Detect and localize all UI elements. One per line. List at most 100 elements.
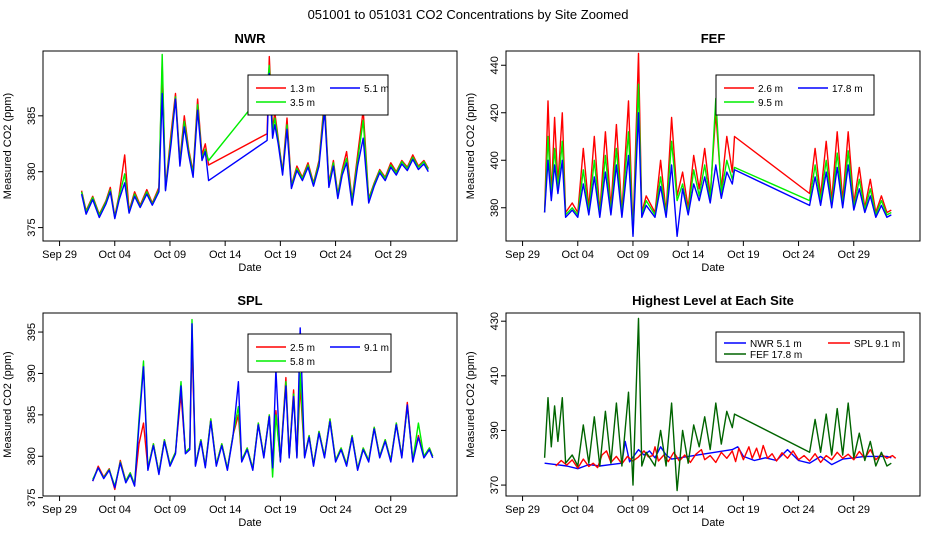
y-tick-label: 370 — [489, 476, 501, 494]
x-tick-label: Oct 04 — [99, 504, 131, 516]
x-tick-label: Oct 04 — [99, 249, 131, 261]
x-axis: Sep 29 Oct 04 Oct 09 Oct 14 Oct 19 Oct 24 Oct … — [505, 241, 870, 261]
x-tick-label: Sep 29 — [42, 504, 77, 516]
x-tick-label: Oct 19 — [727, 249, 759, 261]
x-tick-label: Oct 09 — [154, 504, 186, 516]
series-line-9-1-m — [92, 323, 434, 489]
y-tick-label: 410 — [489, 367, 501, 385]
x-tick-label: Oct 29 — [838, 504, 870, 516]
legend: 1.3 m 5.1 m 3.5 m — [247, 74, 389, 116]
x-axis-label: Date — [701, 262, 724, 274]
legend-box — [715, 331, 905, 363]
x-tick-label: Oct 19 — [727, 504, 759, 516]
x-tick-label: Oct 24 — [319, 504, 351, 516]
x-tick-label: Oct 09 — [617, 249, 649, 261]
y-tick-label: 400 — [489, 151, 501, 169]
legend-label: 2.6 m — [758, 84, 783, 95]
y-tick-label: 390 — [26, 364, 38, 382]
legend-label: 5.1 m — [364, 84, 389, 95]
y-tick-label: 395 — [26, 323, 38, 341]
x-tick-label: Oct 19 — [264, 249, 296, 261]
y-tick-label: 380 — [26, 447, 38, 465]
legend-label: 9.1 m — [364, 343, 389, 354]
legend-label: 9.5 m — [758, 98, 783, 109]
y-tick-label: 375 — [26, 488, 38, 506]
x-axis: Sep 29 Oct 04 Oct 09 Oct 14 Oct 19 Oct 24 Oct … — [42, 496, 407, 516]
chart-panel-4: Highest Level at Each Site Sep 29 Oct 04 Oc… — [465, 293, 921, 529]
chart-panel-3: SPL Sep 29 Oct 04 Oct 09 Oct 14 Oct 19 Oct 24 O… — [2, 293, 458, 529]
y-axis-label: Measured CO2 (ppm) — [2, 93, 14, 199]
legend-label: 17.8 m — [832, 84, 863, 95]
chart-title: SPL — [237, 293, 262, 308]
y-axis: 375 380 385 — [26, 107, 43, 237]
y-axis-label: Measured CO2 (ppm) — [465, 351, 477, 457]
x-tick-label: Sep 29 — [42, 249, 77, 261]
chart-panel-1: NWR Sep 29 Oct 04 Oct 09 Oct 14 Oct 19 Oct 24 O… — [2, 31, 458, 274]
legend-label: SPL 9.1 m — [854, 339, 900, 350]
legend-box — [715, 74, 875, 116]
x-tick-label: Oct 19 — [264, 504, 296, 516]
y-tick-label: 375 — [26, 218, 38, 236]
y-tick-label: 385 — [26, 107, 38, 125]
y-tick-label: 430 — [489, 312, 501, 330]
x-tick-label: Oct 04 — [562, 249, 594, 261]
plot-frame — [505, 312, 921, 497]
x-axis: Sep 29 Oct 04 Oct 09 Oct 14 Oct 19 Oct 24 Oct … — [42, 241, 407, 261]
series-line-17-8-m — [543, 112, 892, 238]
plot-frame — [42, 312, 458, 497]
series-line-2-6-m — [543, 52, 892, 233]
figure-title: 051001 to 051031 CO2 Concentrations by S… — [308, 7, 629, 22]
y-axis: 380 400 420 440 — [489, 56, 506, 217]
series-line-5-1-m — [80, 72, 429, 220]
series-line-fef-17-8-m — [543, 317, 892, 492]
x-tick-label: Oct 14 — [209, 504, 241, 516]
x-tick-label: Oct 14 — [672, 504, 704, 516]
legend-label: FEF 17.8 m — [750, 350, 802, 361]
x-axis-label: Date — [238, 517, 261, 529]
y-tick-label: 380 — [489, 199, 501, 217]
y-axis-label: Measured CO2 (ppm) — [2, 351, 14, 457]
legend-label: NWR 5.1 m — [750, 339, 802, 350]
series-group — [92, 318, 434, 491]
chart-title: NWR — [234, 31, 266, 46]
x-tick-label: Oct 24 — [782, 249, 814, 261]
x-tick-label: Oct 04 — [562, 504, 594, 516]
x-tick-label: Sep 29 — [505, 504, 540, 516]
chart-title: FEF — [701, 31, 726, 46]
series-group — [543, 52, 892, 238]
x-tick-label: Sep 29 — [505, 249, 540, 261]
y-axis-label: Measured CO2 (ppm) — [465, 93, 477, 199]
series-line-nwr-5-1-m — [544, 440, 892, 470]
legend: 2.6 m 17.8 m 9.5 m — [715, 74, 875, 116]
series-group — [543, 317, 897, 492]
x-tick-label: Oct 09 — [154, 249, 186, 261]
y-tick-label: 380 — [26, 163, 38, 181]
x-tick-label: Oct 14 — [209, 249, 241, 261]
y-tick-label: 440 — [489, 56, 501, 74]
legend: NWR 5.1 m SPL 9.1 m FEF 17.8 m — [715, 331, 905, 363]
legend-box — [247, 74, 389, 116]
chart-panel-2: FEF Sep 29 Oct 04 Oct 09 Oct 14 Oct 19 Oct 24 O… — [465, 31, 921, 274]
y-axis: 375 380 385 390 395 — [26, 323, 43, 507]
legend-box — [247, 333, 392, 373]
plot-frame — [42, 50, 458, 242]
legend-label: 3.5 m — [290, 98, 315, 109]
x-axis-label: Date — [238, 262, 261, 274]
series-line-spl-9-1-m — [555, 444, 897, 469]
x-tick-label: Oct 24 — [319, 249, 351, 261]
y-tick-label: 390 — [489, 421, 501, 439]
y-axis: 370 390 410 430 — [489, 312, 506, 494]
x-tick-label: Oct 14 — [672, 249, 704, 261]
x-tick-label: Oct 09 — [617, 504, 649, 516]
y-tick-label: 385 — [26, 406, 38, 424]
y-tick-label: 420 — [489, 104, 501, 122]
x-axis: Sep 29 Oct 04 Oct 09 Oct 14 Oct 19 Oct 24 Oct … — [505, 496, 870, 516]
x-tick-label: Oct 24 — [782, 504, 814, 516]
series-line-3-5-m — [80, 53, 429, 219]
chart-title: Highest Level at Each Site — [632, 293, 794, 308]
x-axis-label: Date — [701, 517, 724, 529]
plot-frame — [505, 50, 921, 242]
legend: 2.5 m 9.1 m 5.8 m — [247, 333, 392, 373]
legend-label: 5.8 m — [290, 357, 315, 368]
